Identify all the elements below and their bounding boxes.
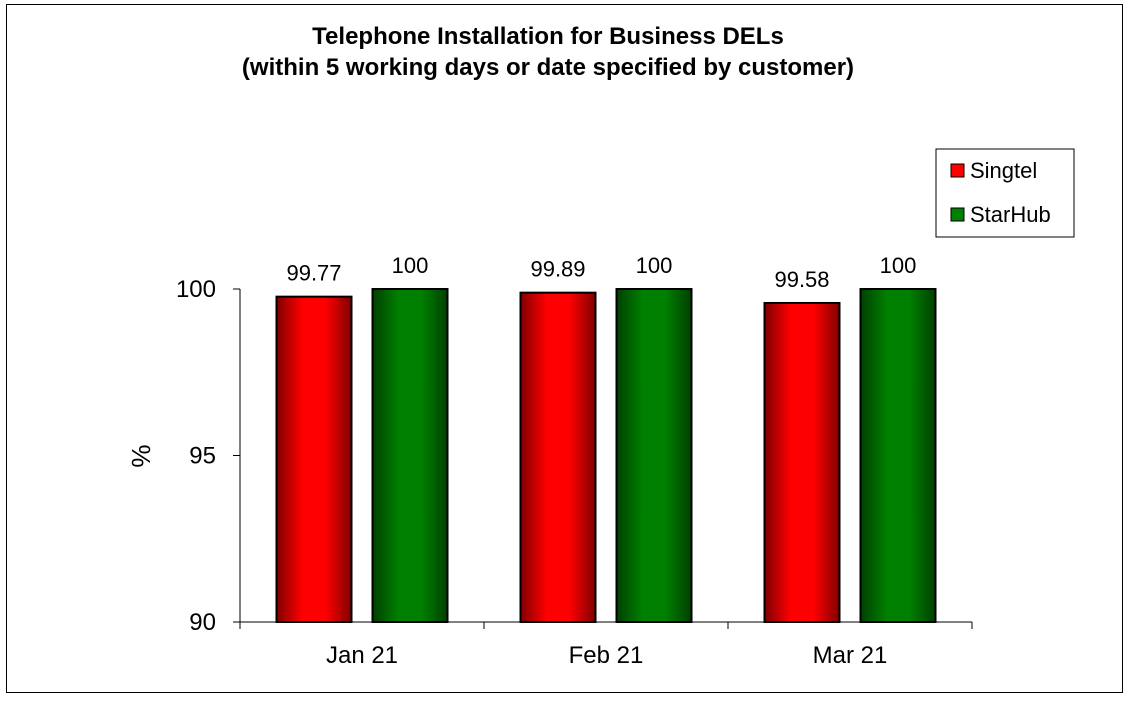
y-axis-label: %	[126, 444, 156, 467]
y-tick-label-90: 90	[189, 609, 216, 636]
legend-swatch-singtel	[950, 163, 965, 178]
y-tick-label-95: 95	[189, 443, 216, 470]
legend-label-starhub: StarHub	[970, 202, 1051, 227]
bar-starhub-feb-21	[615, 288, 693, 623]
legend-swatch-starhub	[950, 207, 965, 222]
x-tick-label-jan-21: Jan 21	[326, 642, 398, 669]
x-tick-label-mar-21: Mar 21	[813, 642, 888, 669]
bar-starhub-mar-21	[859, 288, 937, 623]
data-label-singtel-feb-21: 99.89	[530, 257, 585, 282]
bar-starhub-jan-21	[371, 288, 449, 623]
data-label-singtel-jan-21: 99.77	[286, 261, 341, 286]
bar-singtel-jan-21	[275, 295, 353, 623]
data-label-singtel-mar-21: 99.58	[774, 267, 829, 292]
data-label-starhub-mar-21: 100	[880, 253, 917, 278]
legend-label-singtel: Singtel	[970, 158, 1037, 183]
chart-subtitle: (within 5 working days or date specified…	[242, 54, 854, 81]
chart-title: Telephone Installation for Business DELs	[312, 23, 784, 50]
axes-layer: Jan 21 Feb 21 Mar 21 90 95 100	[176, 276, 973, 669]
x-tick-label-feb-21: Feb 21	[569, 642, 644, 669]
legend: Singtel StarHub	[935, 148, 1075, 238]
bar-singtel-feb-21	[519, 291, 597, 623]
data-label-starhub-feb-21: 100	[636, 253, 673, 278]
bar-singtel-mar-21	[763, 301, 841, 623]
bars-layer: 99.77 100 99.89 100 99.58 100	[275, 253, 937, 623]
y-tick-label-100: 100	[176, 276, 216, 303]
data-label-starhub-jan-21: 100	[392, 253, 429, 278]
